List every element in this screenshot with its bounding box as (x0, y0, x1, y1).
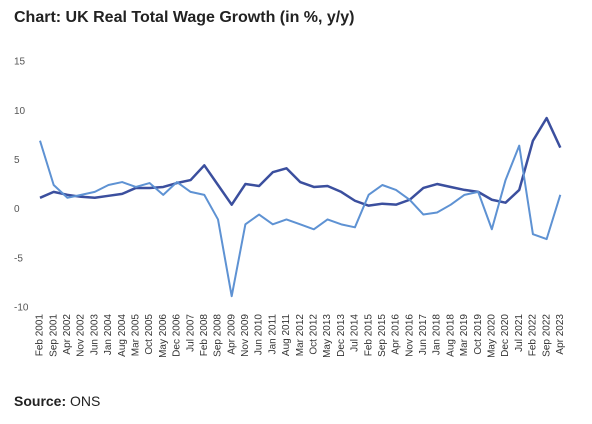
x-tick-label: Oct 2019 (473, 314, 484, 355)
x-tick-label: May 2006 (158, 314, 169, 358)
x-tick-label: Mar 2012 (295, 314, 306, 357)
line-series (39, 140, 562, 298)
x-tick-label: Jul 2014 (350, 314, 361, 352)
x-tick-label: Aug 2018 (445, 314, 456, 357)
y-tick-label: 0 (14, 204, 20, 215)
x-tick-label: Mar 2005 (130, 314, 141, 357)
x-tick-label: Jul 2021 (514, 314, 525, 352)
x-tick-label: Apr 2009 (226, 314, 237, 355)
source-text: ONS (70, 393, 100, 409)
source: Source: ONS (14, 393, 100, 409)
line-series (39, 116, 562, 207)
y-tick-label: 10 (14, 106, 26, 117)
x-tick-label: Nov 2009 (240, 314, 251, 357)
x-tick-label: Apr 2002 (62, 314, 73, 355)
x-tick-label: Sep 2001 (48, 314, 59, 357)
x-tick-label: Feb 2008 (199, 314, 210, 357)
x-tick-label: Aug 2011 (281, 314, 292, 357)
x-tick-label: Mar 2019 (459, 314, 470, 357)
x-tick-label: Jul 2007 (185, 314, 196, 352)
y-tick-label: 5 (14, 155, 20, 166)
x-tick-label: Apr 2023 (555, 314, 566, 355)
y-tick-label: -10 (14, 303, 29, 314)
x-tick-label: Feb 2015 (363, 314, 374, 357)
source-label: Source: (14, 393, 66, 409)
chart-title: Chart: UK Real Total Wage Growth (in %, … (14, 9, 354, 26)
x-tick-label: Aug 2004 (117, 314, 128, 357)
x-tick-label: Nov 2002 (76, 314, 87, 357)
x-tick-label: Jun 2017 (418, 314, 429, 356)
x-tick-label: Jan 2004 (103, 314, 114, 356)
x-tick-label: May 2020 (486, 314, 497, 358)
x-tick-label: Nov 2016 (404, 314, 415, 357)
x-tick-label: Feb 2001 (35, 314, 46, 357)
x-tick-label: Sep 2015 (377, 314, 388, 357)
x-tick-label: Jan 2018 (432, 314, 443, 356)
x-tick-label: Oct 2005 (144, 314, 155, 355)
x-tick-label: Jun 2010 (254, 314, 265, 356)
x-tick-label: Jun 2003 (89, 314, 100, 356)
x-tick-label: Dec 2013 (336, 314, 347, 357)
x-tick-label: May 2013 (322, 314, 333, 358)
x-tick-label: Sep 2008 (213, 314, 224, 357)
x-tick-label: Dec 2006 (172, 314, 183, 357)
x-tick-label: Feb 2022 (528, 314, 539, 357)
x-tick-label: Jan 2011 (267, 314, 278, 355)
x-tick-label: Apr 2016 (391, 314, 402, 355)
x-tick-label: Sep 2022 (541, 314, 552, 357)
y-tick-label: 15 (14, 57, 26, 68)
x-tick-label: Oct 2012 (308, 314, 319, 355)
x-tick-label: Dec 2020 (500, 314, 511, 357)
y-tick-label: -5 (14, 253, 23, 264)
